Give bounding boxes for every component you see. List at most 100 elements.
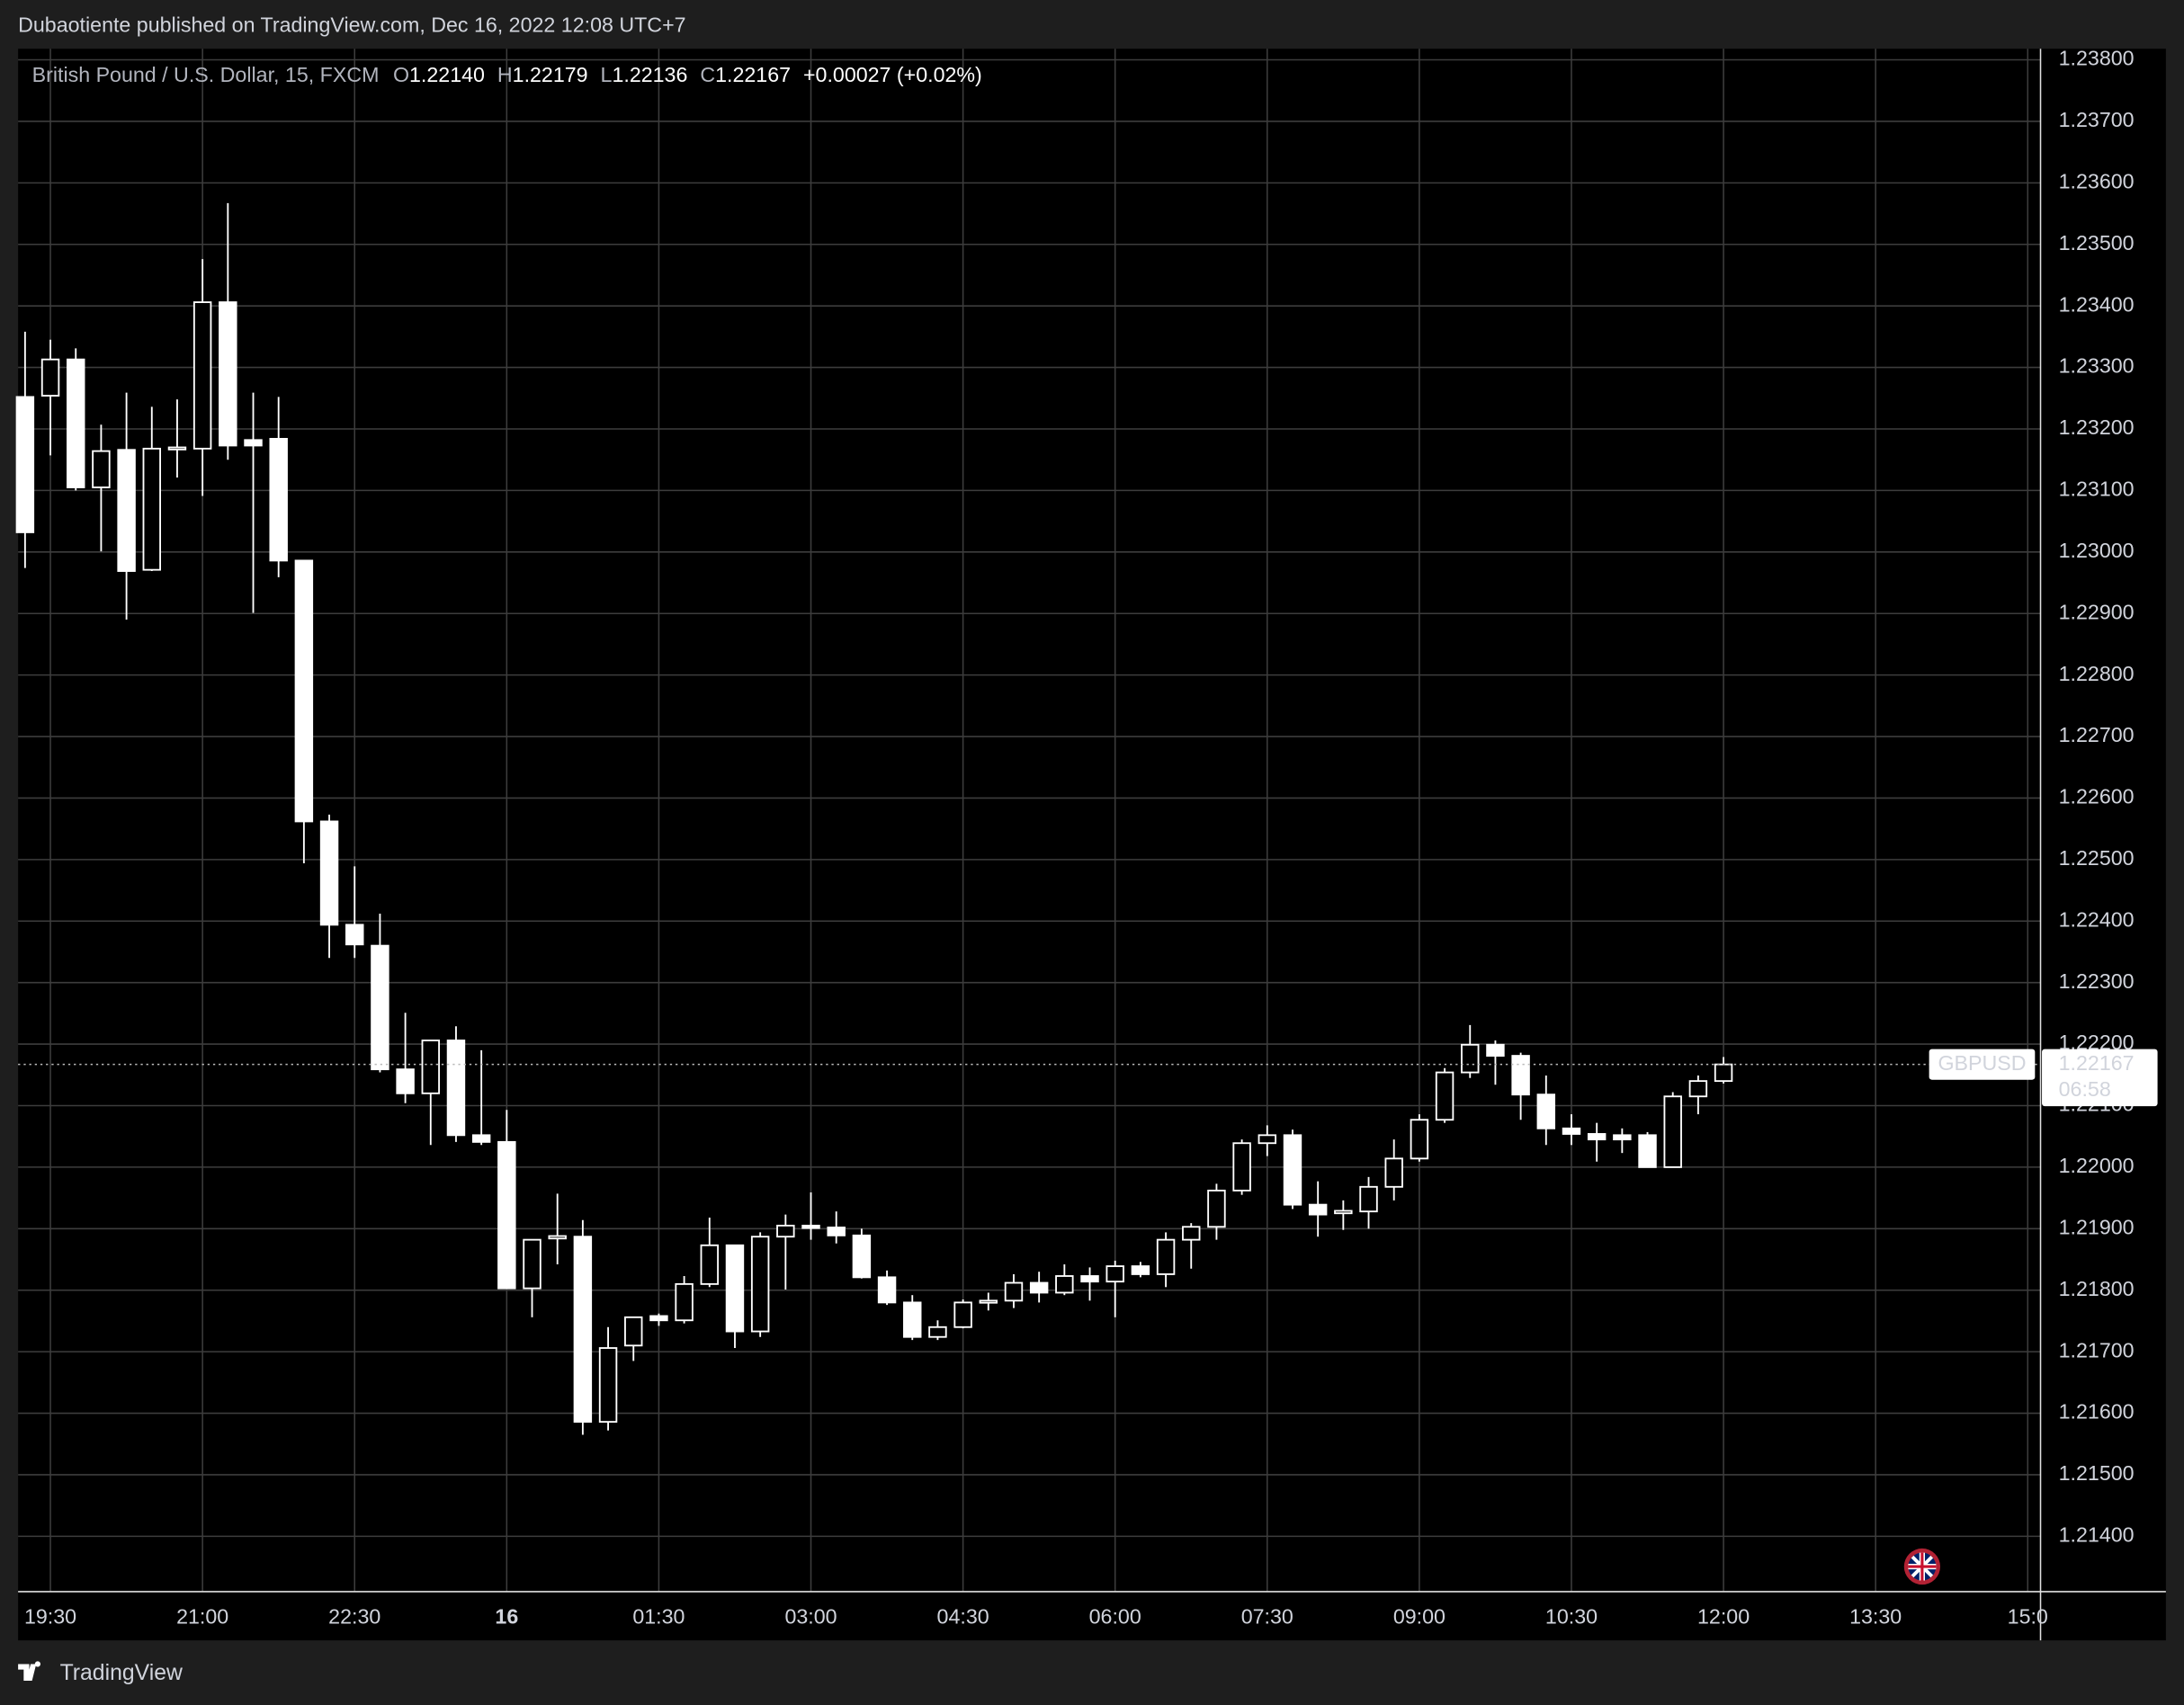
publish-note: Dubaotiente published on TradingView.com…	[18, 13, 685, 37]
price-tag	[2042, 1049, 2158, 1107]
x-tick-label: 16	[495, 1604, 518, 1628]
candle-body	[928, 1326, 947, 1338]
last-price-label: 1.22167	[2059, 1051, 2135, 1075]
candle-body	[1714, 1063, 1733, 1083]
ohlc-key: C	[700, 63, 715, 86]
y-tick-label: 1.21400	[2059, 1522, 2135, 1546]
candle-body	[979, 1299, 998, 1304]
candle-body	[244, 439, 263, 447]
candle-body	[1232, 1142, 1251, 1192]
candle-body	[725, 1244, 745, 1333]
candle-body	[1308, 1203, 1328, 1216]
y-tick-label: 1.23100	[2059, 478, 2135, 501]
candle-body	[750, 1236, 770, 1333]
candle-body	[117, 449, 136, 572]
candle-body	[1207, 1189, 1226, 1228]
candle-body	[573, 1236, 593, 1424]
candle-body	[1004, 1281, 1024, 1302]
symbol-label: GBPUSD	[1938, 1051, 2026, 1075]
candle-body	[675, 1282, 694, 1322]
candle-body	[548, 1235, 567, 1240]
brand-name: TradingView	[60, 1661, 183, 1685]
y-tick-label: 1.22500	[2059, 846, 2135, 870]
candle-body	[1080, 1275, 1099, 1283]
y-tick-label: 1.22600	[2059, 785, 2135, 808]
x-tick-label: 15:0	[2008, 1604, 2048, 1628]
legend: British Pound / U.S. Dollar, 15, FXCM O1.…	[32, 63, 982, 86]
flag-cross-red	[1908, 1552, 1937, 1581]
candle-body	[1182, 1226, 1201, 1241]
candle-body	[1461, 1043, 1480, 1074]
candle-body	[523, 1238, 542, 1290]
y-tick-label: 1.23400	[2059, 292, 2135, 316]
x-tick-label: 21:00	[176, 1604, 228, 1628]
candle-body	[421, 1040, 441, 1094]
candle-body	[700, 1244, 720, 1285]
y-tick-label: 1.22400	[2059, 907, 2135, 931]
x-tick-label: 19:30	[24, 1604, 76, 1628]
y-tick-label: 1.21800	[2059, 1277, 2135, 1300]
candle-body	[67, 358, 85, 488]
symbol-title: British Pound / U.S. Dollar, 15, FXCM	[32, 63, 380, 86]
footer-brand: TradingView	[18, 1661, 183, 1685]
y-tick-label: 1.21900	[2059, 1215, 2135, 1238]
y-tick-label: 1.21500	[2059, 1461, 2135, 1485]
x-tick-label: 22:30	[328, 1604, 380, 1628]
x-tick-label: 01:30	[632, 1604, 685, 1628]
x-tick-label: 06:00	[1089, 1604, 1141, 1628]
grid	[18, 49, 2041, 1592]
ohlc-value: 1.22179	[513, 63, 588, 86]
x-tick-label: 13:30	[1849, 1604, 1902, 1628]
y-tick-label: 1.22800	[2059, 662, 2135, 685]
y-tick-label: 1.23600	[2059, 169, 2135, 192]
y-tick-label: 1.22300	[2059, 969, 2135, 993]
candle-body	[598, 1347, 618, 1424]
candle-body	[167, 446, 187, 451]
candle-body	[1258, 1134, 1277, 1145]
change: +0.00027 (+0.02%)	[803, 63, 982, 86]
ohlc-value: 1.22136	[612, 63, 687, 86]
y-tick-label: 1.23200	[2059, 415, 2135, 439]
candle-body	[776, 1224, 795, 1238]
candle-body	[1334, 1210, 1353, 1215]
x-tick-label: 10:30	[1545, 1604, 1598, 1628]
candle-body	[1131, 1265, 1150, 1275]
candle-body	[345, 924, 364, 946]
candle-body	[1055, 1275, 1074, 1294]
candle-body	[1486, 1043, 1505, 1058]
y-tick-label: 1.22000	[2059, 1154, 2135, 1177]
candle-body	[1435, 1071, 1455, 1121]
candle-body	[1156, 1238, 1176, 1275]
candle-body	[1384, 1157, 1403, 1188]
y-tick-label: 1.21700	[2059, 1338, 2135, 1361]
candle-body	[953, 1301, 972, 1328]
candle-body	[142, 447, 162, 571]
candle-body	[396, 1068, 415, 1094]
candle-body	[1663, 1095, 1682, 1168]
brand-logo	[18, 1661, 40, 1682]
ohlc-key: H	[497, 63, 513, 86]
x-tick-label: 03:00	[784, 1604, 837, 1628]
y-tick-label: 1.22700	[2059, 723, 2135, 746]
candle-body	[1613, 1134, 1632, 1141]
candle-body	[1511, 1055, 1530, 1096]
y-tick-label: 1.23800	[2059, 47, 2135, 70]
x-tick-label: 07:30	[1241, 1604, 1293, 1628]
candle-body	[1359, 1185, 1378, 1213]
y-tick-label: 1.22900	[2059, 600, 2135, 623]
countdown-label: 06:58	[2059, 1077, 2111, 1101]
candle-body	[877, 1276, 897, 1304]
candle-body	[1029, 1281, 1049, 1294]
candle-body	[219, 301, 237, 447]
candle-body	[92, 450, 111, 488]
y-tick-label: 1.23000	[2059, 539, 2135, 562]
chart-area	[18, 49, 2166, 1641]
x-tick-label: 12:00	[1697, 1604, 1750, 1628]
candles	[15, 202, 1733, 1435]
candle-body	[1587, 1133, 1607, 1141]
candle-body	[903, 1301, 922, 1338]
candle-body	[446, 1040, 466, 1137]
y-tick-label: 1.23700	[2059, 108, 2135, 131]
